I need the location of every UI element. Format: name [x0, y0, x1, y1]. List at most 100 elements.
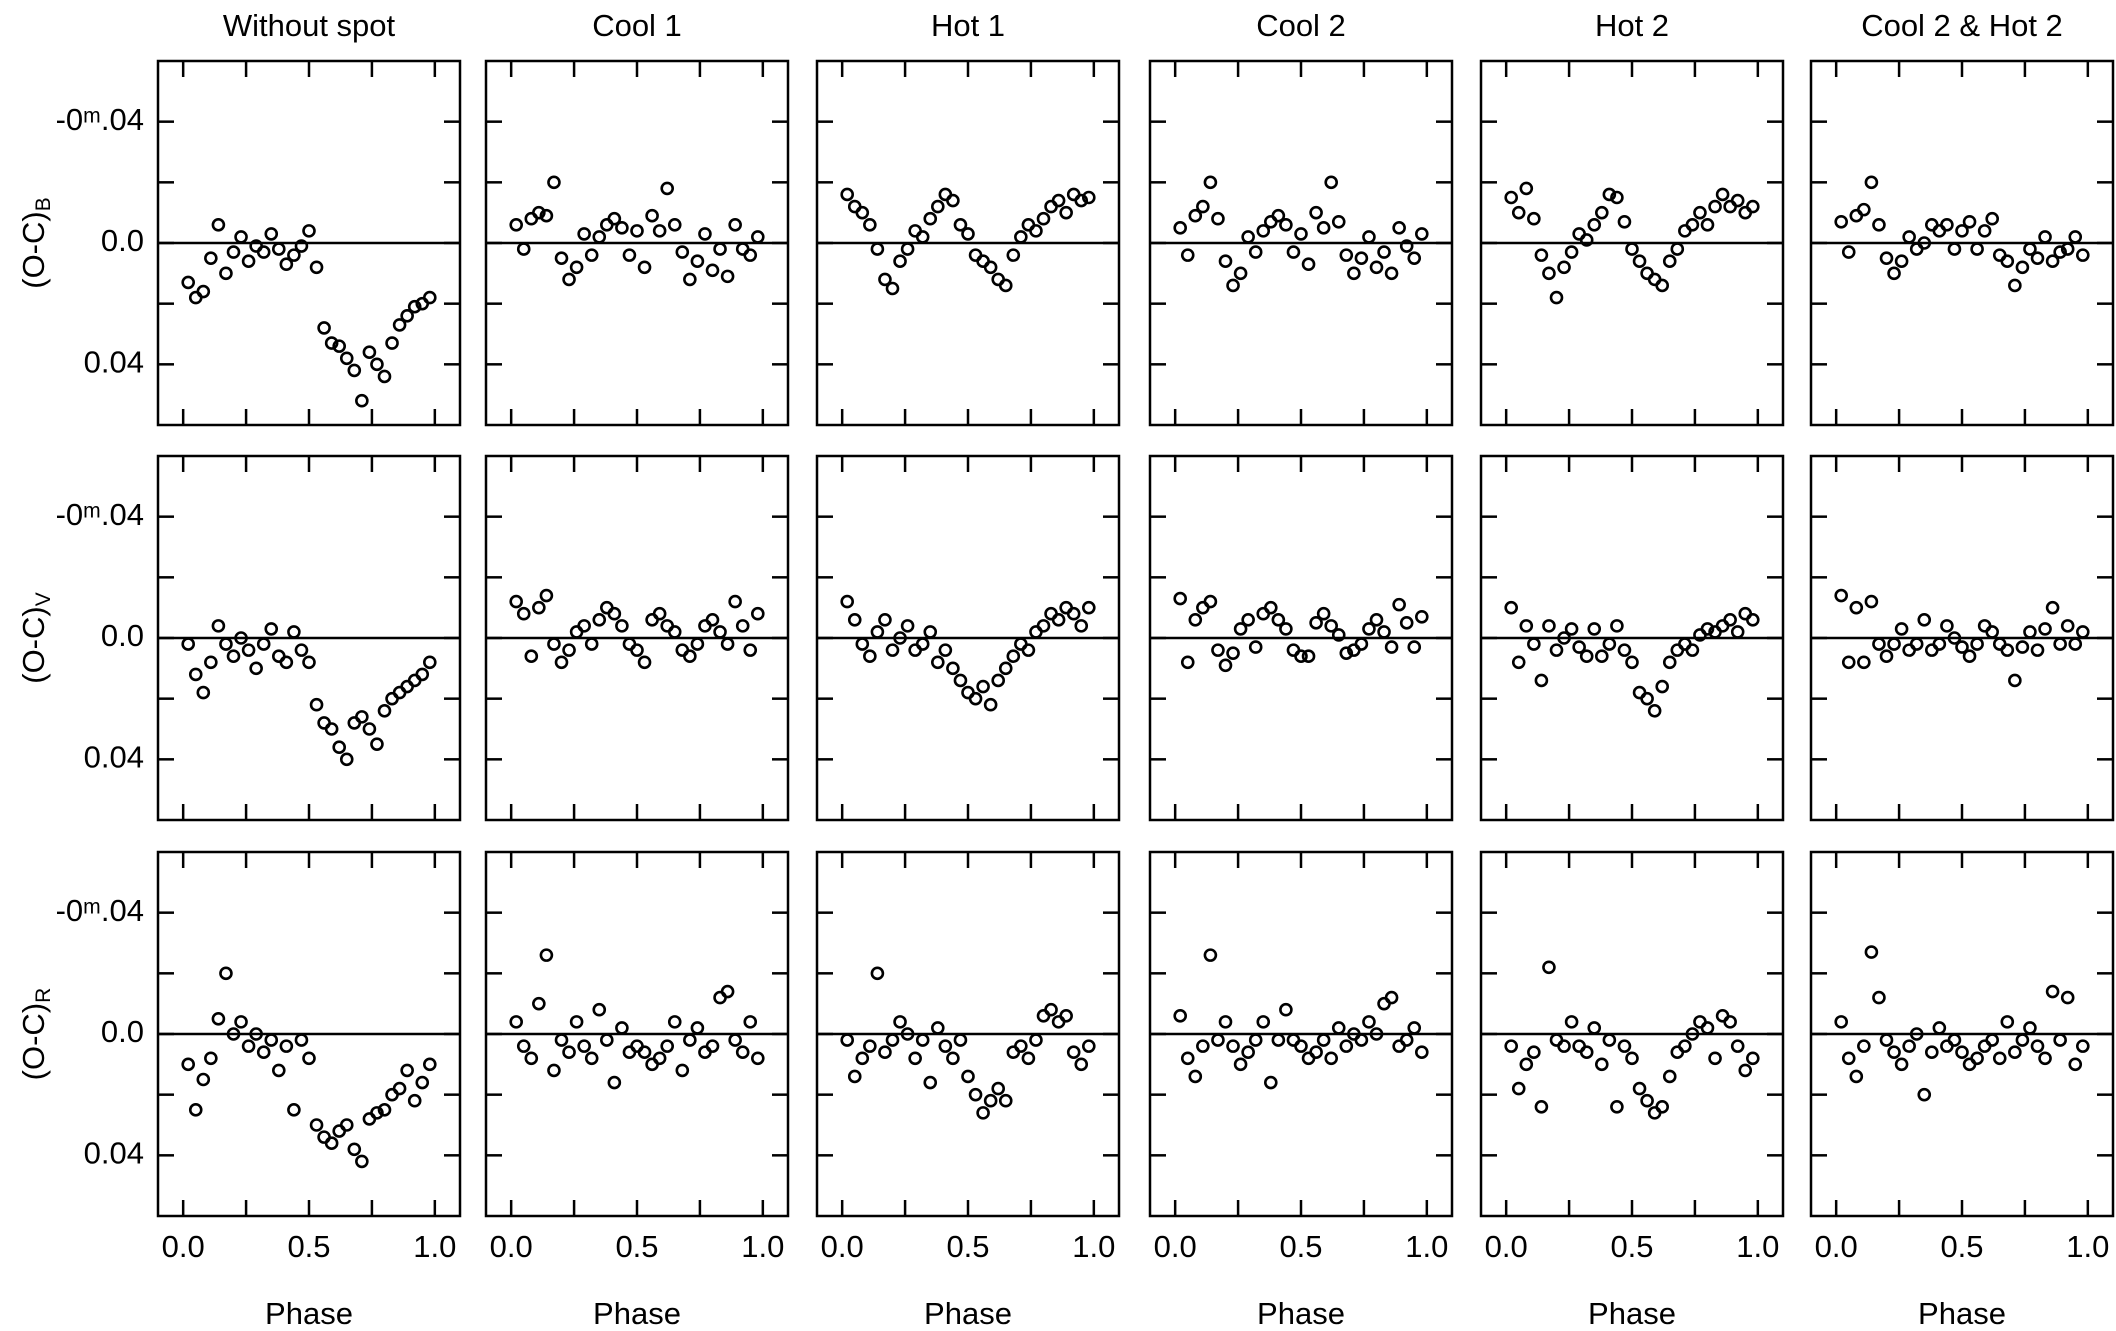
data-point — [1723, 1015, 1737, 1029]
x-axis-label: Phase — [265, 1296, 353, 1331]
data-point — [204, 1051, 218, 1066]
data-point — [1587, 218, 1602, 232]
data-point — [1519, 619, 1534, 633]
data-point — [577, 1039, 591, 1053]
data-point — [1962, 214, 1977, 229]
data-point — [615, 619, 629, 633]
data-point — [1542, 266, 1556, 281]
data-point — [2000, 1015, 2015, 1029]
data-point — [1309, 205, 1323, 220]
data-point — [1708, 199, 1722, 214]
data-point — [279, 257, 294, 272]
data-point — [324, 722, 339, 736]
data-point — [287, 625, 301, 639]
data-point — [1872, 990, 1886, 1005]
data-point — [1392, 221, 1406, 235]
y-tick-label: 0.0 — [101, 618, 144, 653]
y-axis-label: (O-C)R — [16, 988, 54, 1081]
x-tick-label: 1.0 — [2066, 1229, 2109, 1264]
data-point — [1625, 1051, 1639, 1066]
column-title: Cool 2 — [1256, 8, 1346, 43]
data-point — [607, 211, 622, 226]
x-tick-label: 0.0 — [490, 1229, 533, 1264]
data-point — [2053, 1033, 2067, 1047]
data-point — [1557, 1039, 1571, 1053]
data-point — [532, 205, 546, 220]
data-point — [2038, 1051, 2052, 1066]
data-point — [1985, 625, 1999, 639]
data-point — [241, 1039, 256, 1053]
data-point — [264, 622, 279, 636]
data-point — [1534, 1100, 1549, 1114]
data-point — [516, 242, 531, 256]
data-point — [1511, 205, 1526, 220]
data-point — [607, 1075, 622, 1090]
data-point — [1504, 1039, 1518, 1053]
data-point — [870, 625, 885, 639]
data-point — [339, 752, 354, 767]
data-point — [1557, 260, 1571, 275]
data-point — [840, 1033, 855, 1047]
data-point — [1241, 1045, 1255, 1059]
data-point — [569, 260, 584, 275]
x-tick-label: 0.5 — [946, 1229, 989, 1264]
data-point — [1407, 1021, 1422, 1035]
data-point — [683, 1033, 697, 1047]
data-point — [1947, 242, 1962, 256]
data-point — [1029, 1033, 1043, 1047]
data-point — [1407, 251, 1422, 265]
data-point — [1572, 640, 1586, 654]
data-point — [1970, 637, 1984, 651]
data-point — [1955, 224, 1969, 238]
data-point — [885, 281, 900, 296]
data-point — [900, 242, 915, 256]
data-point — [524, 649, 539, 664]
data-point — [524, 1051, 539, 1066]
data-point — [637, 655, 652, 670]
data-point — [1834, 1015, 1848, 1029]
x-tick-label: 0.0 — [162, 1229, 205, 1264]
data-point — [539, 588, 554, 603]
data-point — [1248, 640, 1263, 654]
data-point — [1864, 945, 1879, 959]
data-point — [1248, 245, 1263, 259]
y-axis-label-main: (O-C) — [16, 1003, 51, 1080]
data-point — [532, 600, 546, 615]
data-point — [750, 1051, 765, 1066]
data-point — [2000, 643, 2015, 657]
data-point — [1849, 600, 1864, 615]
data-point — [1059, 1008, 1073, 1023]
data-point — [249, 1027, 263, 1041]
data-point — [1264, 600, 1278, 615]
data-point — [532, 996, 546, 1011]
data-point — [1180, 655, 1195, 670]
data-point — [728, 1033, 742, 1047]
data-point — [211, 619, 226, 633]
data-point — [1947, 631, 1962, 645]
data-point — [339, 1118, 354, 1132]
data-point — [2000, 254, 2015, 269]
data-point — [309, 697, 324, 712]
data-point — [968, 691, 983, 706]
data-point — [2045, 984, 2060, 999]
data-point — [370, 357, 384, 372]
data-point — [735, 619, 750, 633]
data-point — [1066, 1045, 1081, 1059]
data-point — [893, 1015, 907, 1029]
data-point — [1917, 1087, 1932, 1102]
data-point — [264, 227, 279, 241]
data-point — [1218, 1015, 1233, 1029]
data-point — [1218, 254, 1233, 269]
data-point — [577, 227, 591, 241]
data-point — [660, 1039, 675, 1053]
data-point — [1564, 622, 1579, 636]
data-point — [615, 221, 629, 235]
data-point — [1557, 631, 1571, 645]
data-point — [2076, 248, 2090, 262]
data-point — [355, 710, 369, 724]
data-point — [516, 606, 531, 621]
data-point — [1992, 1051, 2007, 1066]
data-point — [1617, 1039, 1632, 1053]
data-point — [1203, 948, 1218, 962]
data-point — [2015, 260, 2030, 275]
